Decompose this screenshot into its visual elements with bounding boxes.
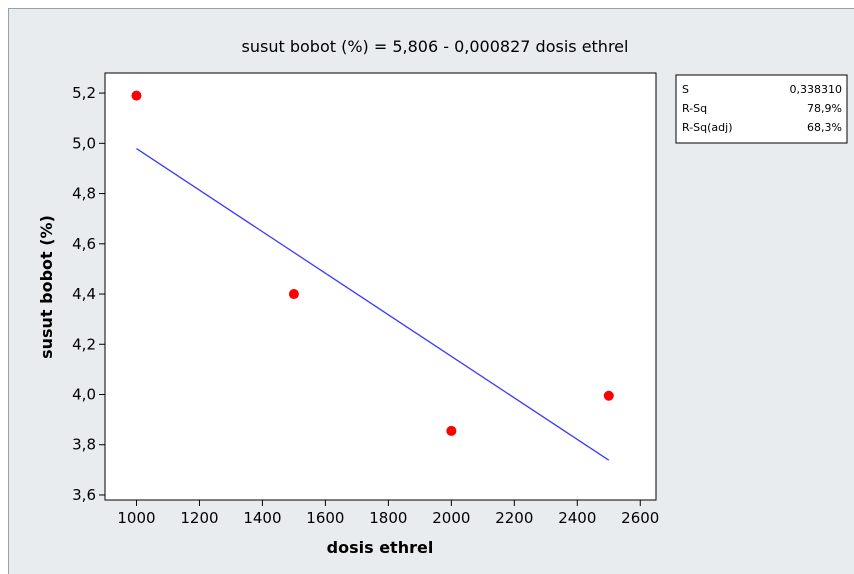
y-tick-label: 3,6	[72, 486, 96, 504]
plot-area	[105, 73, 656, 500]
y-axis-label: susut bobot (%)	[37, 215, 56, 359]
stat-label: R-Sq(adj)	[682, 121, 733, 134]
x-tick-label: 1000	[117, 509, 155, 527]
y-tick-label: 4,6	[72, 235, 96, 253]
chart-title: susut bobot (%) = 5,806 - 0,000827 dosis…	[242, 37, 629, 56]
x-tick-label: 1600	[306, 509, 344, 527]
stat-value: 68,3%	[807, 121, 842, 134]
y-tick-label: 4,2	[72, 335, 96, 353]
data-point	[604, 391, 614, 401]
x-tick-label: 1800	[369, 509, 407, 527]
x-tick-label: 1200	[180, 509, 218, 527]
regression-stats-box: S 0,338310 R-Sq 78,9% R-Sq(adj) 68,3%	[676, 75, 847, 143]
stat-value: 78,9%	[807, 102, 842, 115]
x-tick-label: 2600	[621, 509, 659, 527]
stat-label: R-Sq	[682, 102, 707, 115]
data-point	[446, 426, 456, 436]
data-point	[131, 91, 141, 101]
x-tick-label: 2200	[495, 509, 533, 527]
y-tick-label: 5,2	[72, 84, 96, 102]
y-tick-label: 4,4	[72, 285, 96, 303]
x-tick-label: 1400	[243, 509, 281, 527]
stat-label: S	[682, 83, 689, 96]
x-axis-label: dosis ethrel	[327, 538, 434, 557]
y-tick-label: 3,8	[72, 436, 96, 454]
y-tick-label: 5,0	[72, 134, 96, 152]
data-point	[289, 289, 299, 299]
y-tick-label: 4,0	[72, 386, 96, 404]
y-tick-label: 4,8	[72, 185, 96, 203]
x-tick-label: 2400	[558, 509, 596, 527]
x-tick-label: 2000	[432, 509, 470, 527]
stat-value: 0,338310	[790, 83, 843, 96]
